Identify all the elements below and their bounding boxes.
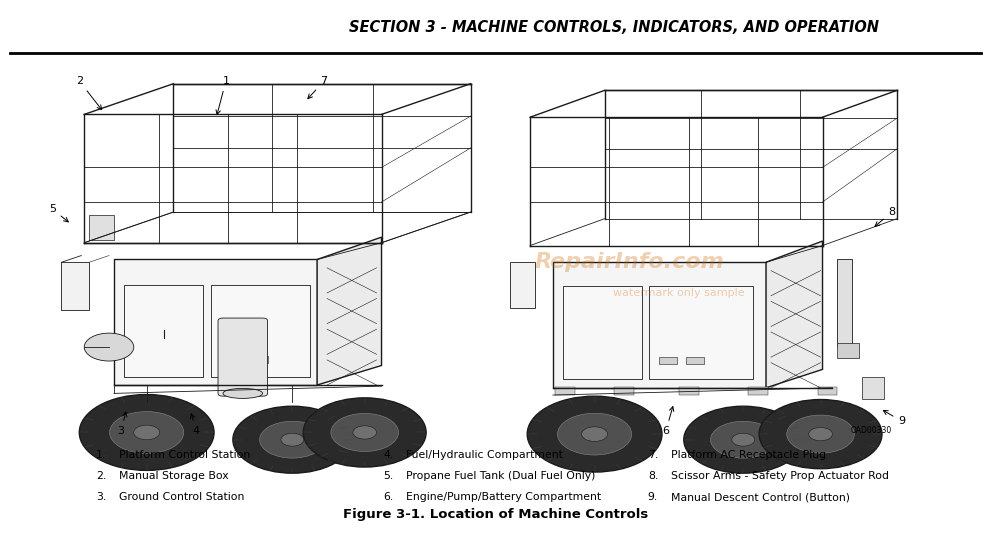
FancyBboxPatch shape [61,262,89,310]
Circle shape [134,425,160,440]
Text: 2: 2 [75,76,102,110]
Circle shape [582,427,607,441]
Text: 6: 6 [662,407,674,436]
Text: 1: 1 [216,76,230,114]
Text: 9: 9 [883,411,906,426]
Bar [862,377,884,399]
Bar [553,262,766,388]
Bar [211,285,310,377]
Text: 7.: 7. [648,450,658,460]
Bar [223,356,241,363]
Circle shape [303,398,426,467]
Text: Propane Fuel Tank (Dual Fuel Only): Propane Fuel Tank (Dual Fuel Only) [406,471,596,481]
Bar [837,343,859,358]
Text: 8: 8 [875,207,896,227]
Circle shape [711,421,776,458]
Text: 3: 3 [117,412,127,436]
Circle shape [353,426,377,439]
Text: 4.: 4. [384,450,393,460]
Bar [555,387,575,395]
Polygon shape [317,237,382,385]
Text: 4: 4 [190,414,200,436]
Text: 6.: 6. [384,492,393,502]
Text: Engine/Pump/Battery Compartment: Engine/Pump/Battery Compartment [406,492,602,502]
Text: 5.: 5. [384,471,393,481]
Circle shape [809,427,832,441]
Circle shape [331,413,398,451]
Text: Figure 3-1. Location of Machine Controls: Figure 3-1. Location of Machine Controls [343,508,648,521]
Bar [124,285,203,377]
Circle shape [84,333,134,361]
Circle shape [731,433,755,446]
Text: OAD00330: OAD00330 [850,426,892,435]
Text: Scissor Arms - Safety Prop Actuator Rod: Scissor Arms - Safety Prop Actuator Rod [671,471,889,481]
Text: Manual Storage Box: Manual Storage Box [119,471,229,481]
Bar [659,357,677,364]
Circle shape [527,396,662,472]
Polygon shape [766,241,823,388]
Text: Fuel/Hydraulic Compartment: Fuel/Hydraulic Compartment [406,450,563,460]
Text: 5: 5 [49,204,68,222]
Text: 8.: 8. [648,471,658,481]
Bar [114,259,317,385]
Circle shape [759,400,882,469]
Bar [563,286,642,379]
Text: 9.: 9. [648,492,658,502]
Text: RepairInfo.com: RepairInfo.com [534,252,724,272]
Text: 3.: 3. [96,492,106,502]
Text: 7: 7 [308,76,328,99]
Text: 2.: 2. [96,471,106,481]
Bar [614,387,634,395]
Bar [818,387,837,395]
Text: 1.: 1. [96,450,106,460]
Circle shape [233,406,352,473]
Text: watermark only sample: watermark only sample [613,288,744,298]
Bar [686,357,704,364]
Circle shape [684,406,803,473]
Circle shape [260,421,325,458]
Ellipse shape [223,388,263,398]
Circle shape [787,415,854,453]
Circle shape [280,433,304,446]
Text: Manual Descent Control (Button): Manual Descent Control (Button) [671,492,850,502]
Bar [649,286,753,379]
Circle shape [558,413,631,455]
FancyBboxPatch shape [218,318,268,396]
Circle shape [110,412,183,453]
Bar [679,387,699,395]
Text: SECTION 3 - MACHINE CONTROLS, INDICATORS, AND OPERATION: SECTION 3 - MACHINE CONTROLS, INDICATORS… [350,20,879,35]
Circle shape [79,395,214,470]
Text: Ground Control Station: Ground Control Station [119,492,245,502]
Text: Platform Control Station: Platform Control Station [119,450,250,460]
Bar [837,259,852,346]
Bar [89,215,114,240]
FancyBboxPatch shape [510,262,535,308]
Text: Platform AC Receptacle Plug: Platform AC Receptacle Plug [671,450,826,460]
Bar [748,387,768,395]
Bar [250,356,268,363]
